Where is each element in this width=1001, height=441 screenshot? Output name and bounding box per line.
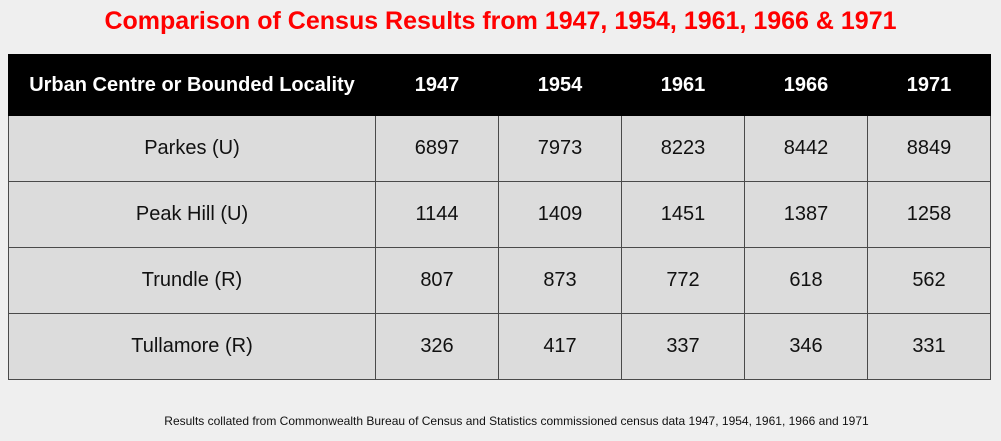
column-header-1966: 1966 (744, 54, 868, 116)
row-label: Parkes (U) (8, 115, 376, 182)
column-header-1947: 1947 (375, 54, 499, 116)
table-cell: 337 (621, 313, 745, 380)
table-cell: 346 (744, 313, 868, 380)
table-row: Peak Hill (U) 1144 1409 1451 1387 1258 (8, 181, 991, 248)
table-cell: 1258 (867, 181, 991, 248)
header-row: Urban Centre or Bounded Locality 1947 19… (8, 54, 991, 116)
row-label: Trundle (R) (8, 247, 376, 314)
table-cell: 1409 (498, 181, 622, 248)
table-cell: 1451 (621, 181, 745, 248)
table-cell: 873 (498, 247, 622, 314)
table-cell: 8849 (867, 115, 991, 182)
source-footnote: Results collated from Commonwealth Burea… (164, 414, 869, 428)
column-header-1954: 1954 (498, 54, 622, 116)
row-label: Peak Hill (U) (8, 181, 376, 248)
table-cell: 6897 (375, 115, 499, 182)
table-cell: 807 (375, 247, 499, 314)
table-cell: 331 (867, 313, 991, 380)
table-cell: 1387 (744, 181, 868, 248)
table-cell: 8442 (744, 115, 868, 182)
table-cell: 772 (621, 247, 745, 314)
table-cell: 326 (375, 313, 499, 380)
table-cell: 8223 (621, 115, 745, 182)
table-cell: 1144 (375, 181, 499, 248)
table-cell: 7973 (498, 115, 622, 182)
column-header-1971: 1971 (867, 54, 991, 116)
table-cell: 417 (498, 313, 622, 380)
table-row: Parkes (U) 6897 7973 8223 8442 8849 (8, 115, 991, 182)
chart-title: Comparison of Census Results from 1947, … (104, 7, 897, 35)
census-table: Urban Centre or Bounded Locality 1947 19… (8, 54, 991, 380)
table-row: Tullamore (R) 326 417 337 346 331 (8, 313, 991, 380)
row-label: Tullamore (R) (8, 313, 376, 380)
table-row: Trundle (R) 807 873 772 618 562 (8, 247, 991, 314)
column-header-locality: Urban Centre or Bounded Locality (8, 54, 376, 116)
table-cell: 618 (744, 247, 868, 314)
table-cell: 562 (867, 247, 991, 314)
column-header-1961: 1961 (621, 54, 745, 116)
